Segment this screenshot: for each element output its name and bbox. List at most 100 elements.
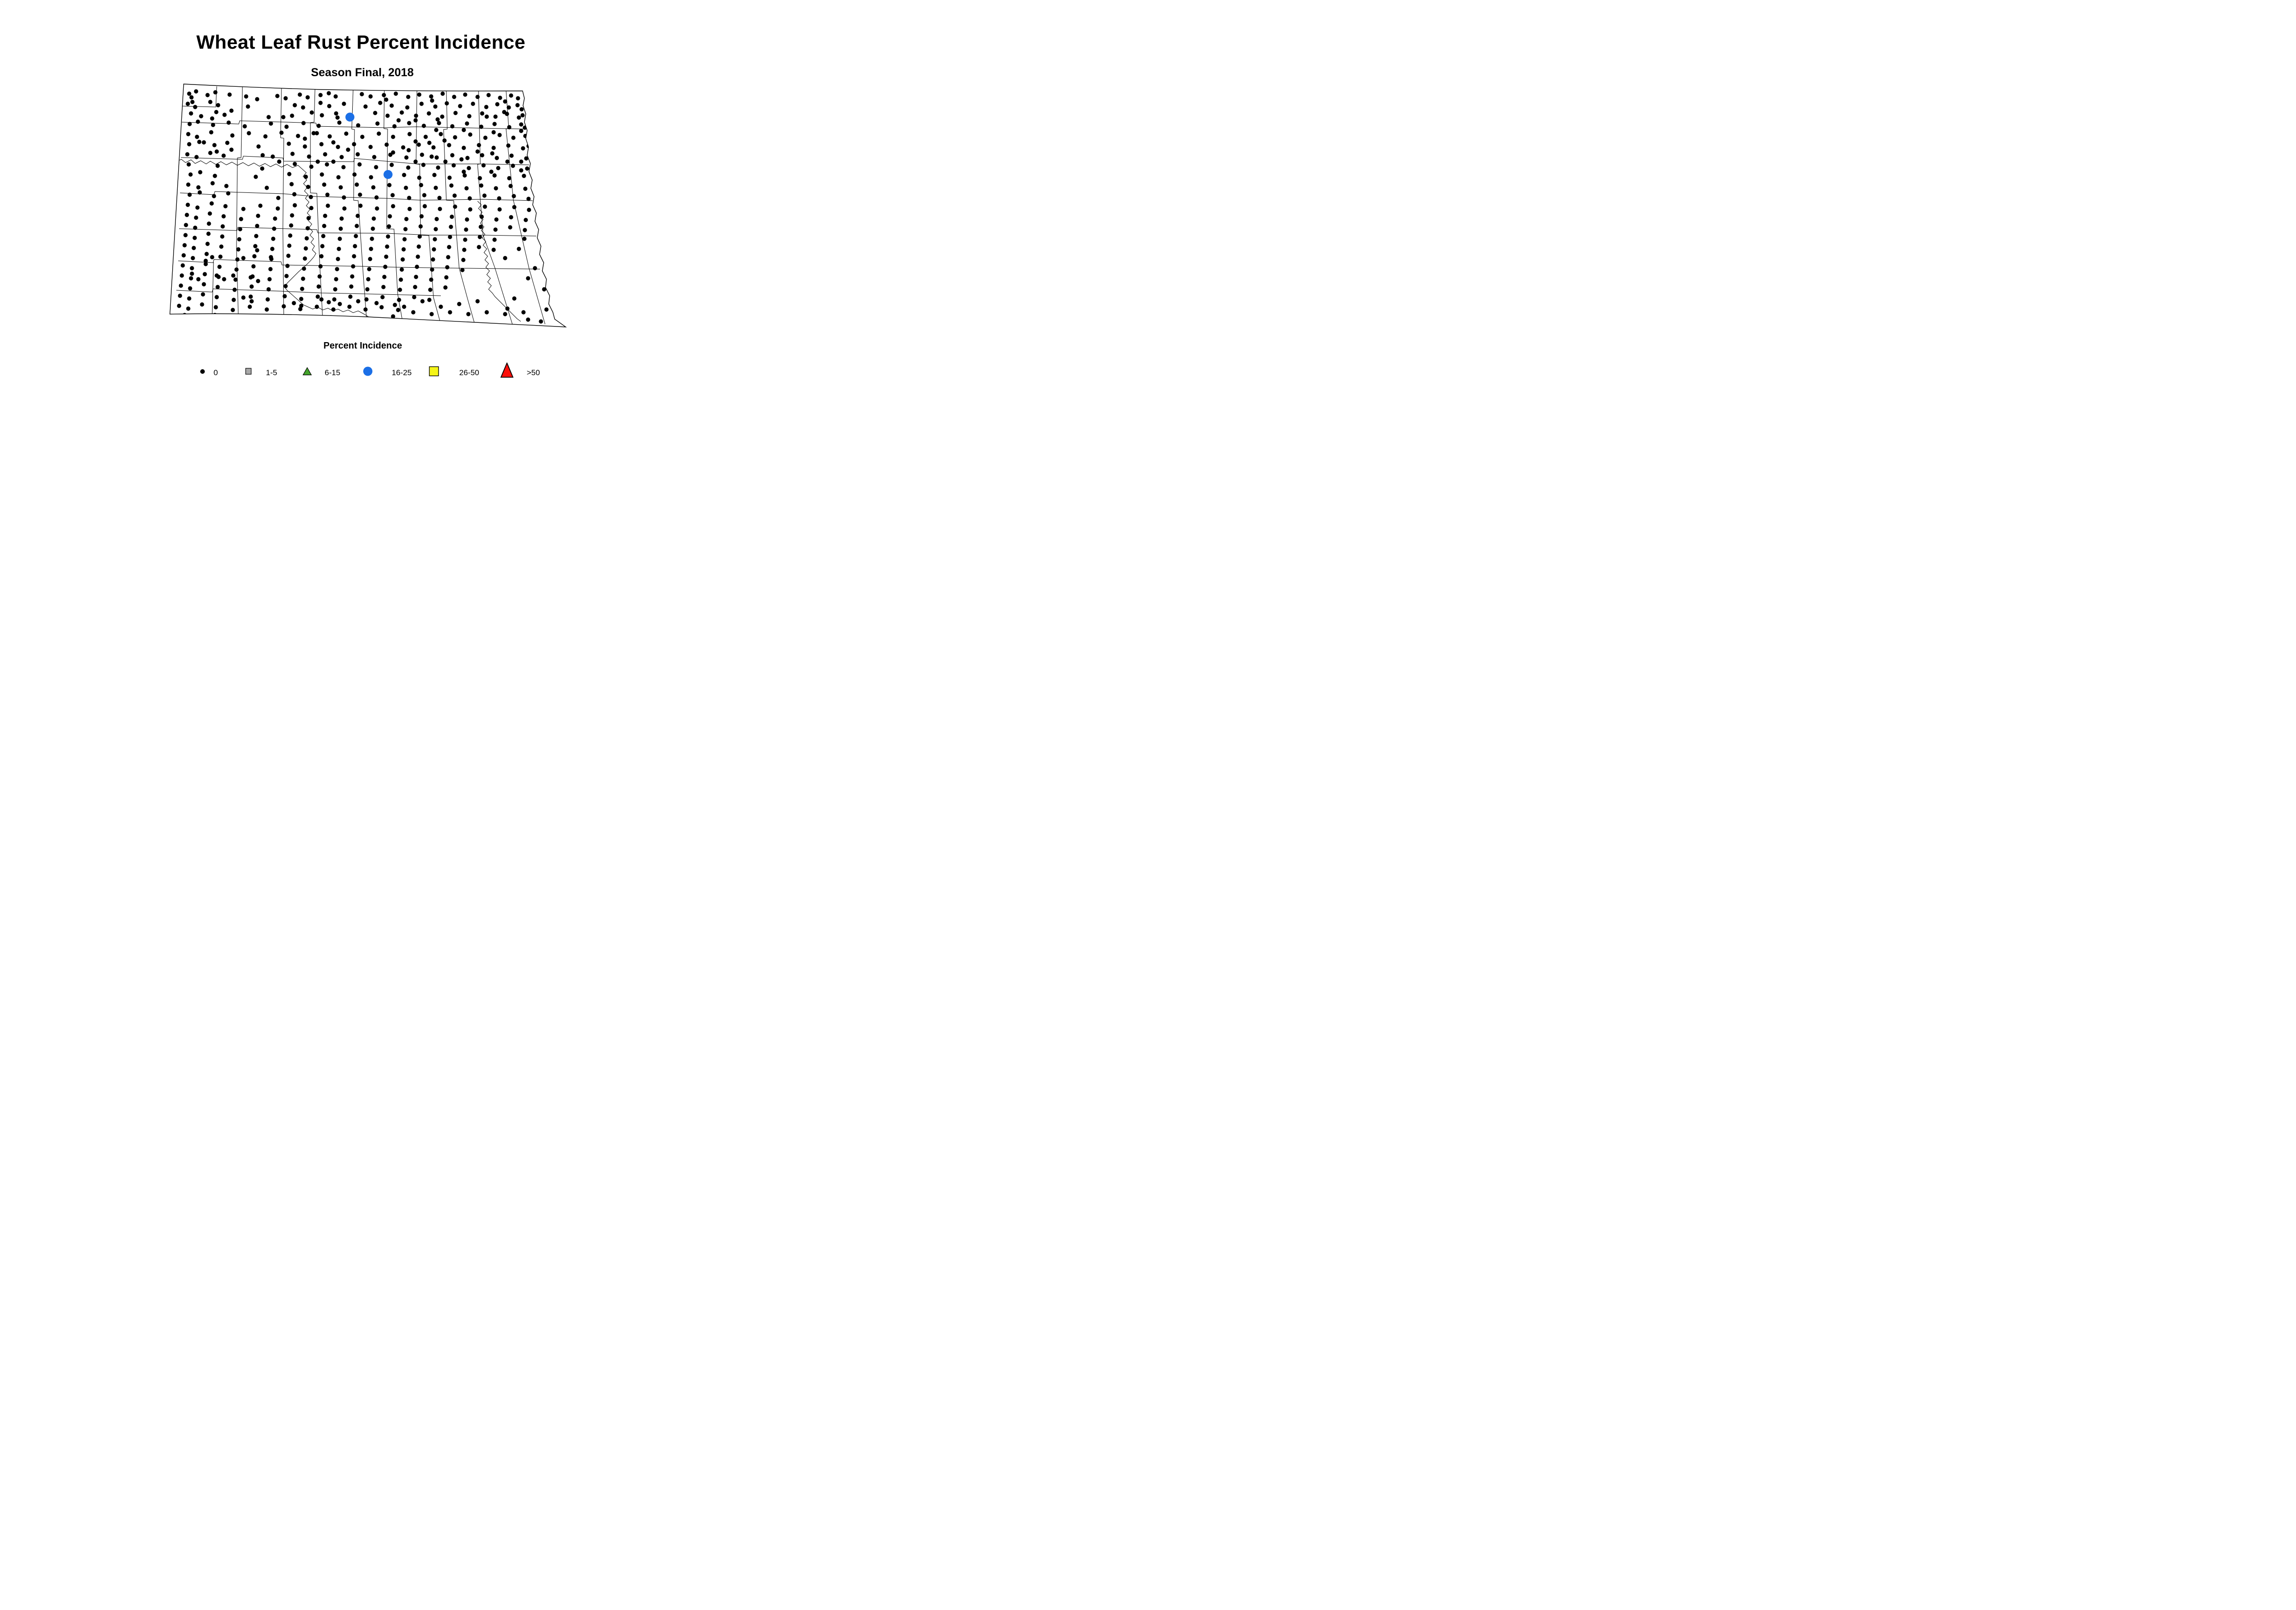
point-0 <box>503 256 507 260</box>
legend-label-0: 0 <box>214 368 218 377</box>
point-0 <box>355 214 360 218</box>
point-0 <box>204 252 209 256</box>
point-0 <box>317 274 322 279</box>
point-0 <box>269 121 273 126</box>
triangle-small-icon <box>302 367 312 376</box>
point-0 <box>325 162 329 167</box>
point-0 <box>203 272 207 276</box>
point-0 <box>493 114 498 119</box>
point-0 <box>187 192 192 197</box>
point-0 <box>213 174 217 178</box>
point-0 <box>391 135 395 139</box>
point-0 <box>177 304 181 308</box>
point-0 <box>429 312 434 316</box>
point-0 <box>363 104 368 109</box>
point-0 <box>214 149 219 154</box>
point-0 <box>440 91 445 96</box>
point-0 <box>179 283 183 288</box>
point-0 <box>180 263 185 268</box>
point-0 <box>307 154 311 159</box>
point-0 <box>440 114 445 119</box>
point-0 <box>430 267 434 272</box>
point-0 <box>402 237 407 242</box>
point-0 <box>309 164 314 169</box>
legend-symbol-gt50 <box>500 362 514 381</box>
point-0 <box>463 92 467 97</box>
point-0 <box>450 153 455 158</box>
point-0 <box>304 236 309 241</box>
point-0 <box>459 157 464 162</box>
point-0 <box>264 307 269 312</box>
point-0 <box>338 236 342 241</box>
point-0 <box>339 216 344 221</box>
point-0 <box>244 94 248 99</box>
point-0 <box>511 135 516 140</box>
point-0 <box>322 224 326 228</box>
point-0 <box>336 175 341 180</box>
point-0 <box>512 194 516 198</box>
point-0 <box>464 186 469 191</box>
point-0 <box>248 304 252 309</box>
point-0 <box>320 113 324 118</box>
point-0 <box>483 135 488 140</box>
point-0 <box>505 306 510 311</box>
point-0 <box>507 176 512 180</box>
point-0 <box>494 217 499 222</box>
point-0 <box>496 166 501 170</box>
point-0 <box>527 208 531 212</box>
point-0 <box>498 96 502 100</box>
point-0 <box>213 90 218 95</box>
point-0 <box>492 237 497 242</box>
point-0 <box>505 159 510 164</box>
point-0 <box>522 174 526 178</box>
point-0 <box>208 211 212 216</box>
point-0 <box>214 110 219 114</box>
point-0 <box>242 124 247 129</box>
point-0 <box>338 226 343 231</box>
point-0 <box>224 184 229 188</box>
point-0 <box>331 307 336 312</box>
point-0 <box>325 192 330 197</box>
point-0 <box>533 172 537 177</box>
point-0 <box>433 186 438 190</box>
point-0 <box>529 154 534 158</box>
point-0 <box>248 294 253 299</box>
point-0 <box>315 294 320 299</box>
point-0 <box>352 142 356 146</box>
point-0 <box>258 203 263 208</box>
point-0 <box>236 315 241 320</box>
point-0 <box>465 121 469 126</box>
point-0 <box>466 312 471 316</box>
point-0 <box>495 156 499 160</box>
point-0 <box>276 206 280 211</box>
point-0 <box>267 277 272 281</box>
point-0 <box>319 142 324 146</box>
point-0 <box>221 153 226 158</box>
point-0 <box>210 255 214 259</box>
point-0 <box>511 163 515 168</box>
point-0 <box>391 314 395 319</box>
point-0 <box>452 95 456 99</box>
point-0 <box>197 140 202 144</box>
point-0 <box>452 193 457 198</box>
point-0 <box>435 117 440 122</box>
point-0 <box>323 214 327 218</box>
point-0 <box>381 285 386 289</box>
point-0 <box>273 216 277 221</box>
point-0 <box>453 111 458 115</box>
point-0 <box>433 237 437 242</box>
point-0 <box>532 164 536 169</box>
point-0 <box>323 152 327 157</box>
point-0 <box>316 284 321 289</box>
point-0 <box>413 139 418 144</box>
point-0 <box>390 193 395 197</box>
point-0 <box>255 314 259 318</box>
point-0 <box>288 233 293 238</box>
point-0 <box>520 113 525 118</box>
point-0 <box>413 285 417 289</box>
point-0 <box>334 277 338 281</box>
point-0 <box>304 175 308 179</box>
point-0 <box>365 287 370 292</box>
point-0 <box>284 274 289 278</box>
point-0 <box>186 306 191 311</box>
